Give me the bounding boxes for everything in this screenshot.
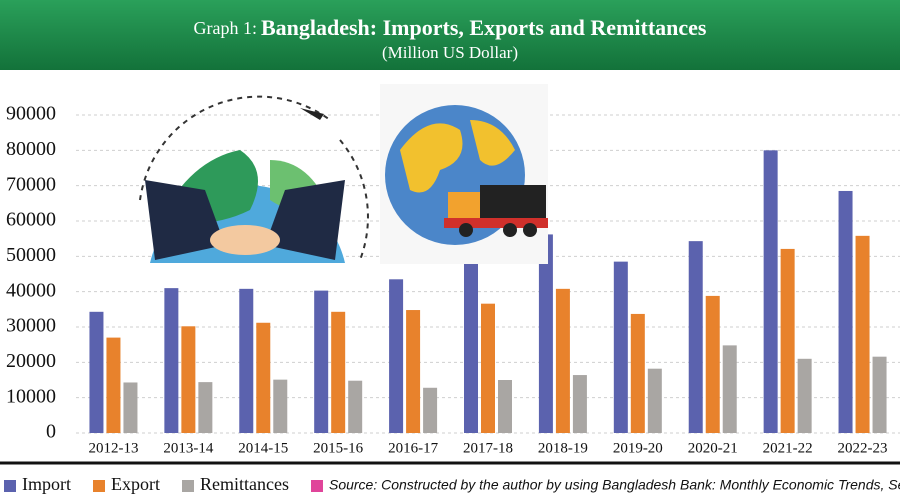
- x-tick-label: 2017-18: [463, 440, 513, 456]
- legend-label: Remittances: [200, 474, 289, 494]
- x-tick-label: 2012-13: [88, 440, 138, 456]
- bar: [705, 295, 720, 433]
- y-tick-label: 20000: [6, 350, 56, 372]
- y-tick-label: 0: [46, 421, 56, 443]
- x-tick-label: 2022-23: [838, 440, 888, 456]
- bar: [406, 310, 421, 433]
- x-tick-label: 2020-21: [688, 440, 738, 456]
- plot-area: 0 10000 20000 30000 40000 50000 60000 70000 8000…: [6, 103, 900, 456]
- bar: [389, 279, 404, 433]
- y-tick-label: 40000: [6, 279, 56, 301]
- x-tick-label: 2015-16: [313, 440, 363, 456]
- title-label: Graph 1:: [193, 18, 256, 38]
- bar: [780, 248, 795, 433]
- y-tick-label: 90000: [6, 103, 56, 125]
- chart-subtitle: (Million US Dollar): [382, 43, 518, 62]
- title-text: Bangladesh: Imports, Exports and Remitta…: [261, 15, 707, 40]
- x-tick-label: 2016-17: [388, 440, 438, 456]
- bar: [872, 356, 887, 433]
- legend-swatch: [182, 480, 194, 492]
- legend-swatch: [4, 480, 16, 492]
- bar: [481, 303, 495, 433]
- bar: [423, 387, 438, 433]
- source-note: Source: Constructed by the author by usi…: [329, 477, 900, 493]
- bar: [538, 234, 553, 433]
- illustration-globe-truck: [380, 84, 548, 264]
- x-tick-label: 2018-19: [538, 440, 588, 456]
- bar: [198, 382, 213, 433]
- bar: [331, 311, 346, 433]
- bar: [181, 326, 196, 433]
- bar: [763, 150, 778, 434]
- bar: [630, 313, 645, 433]
- bar: [722, 345, 737, 433]
- bar: [797, 358, 812, 433]
- bar: [106, 337, 121, 433]
- legend-swatch: [93, 480, 105, 492]
- illustration-globe-handshake: [139, 95, 369, 263]
- header-band: [0, 0, 900, 70]
- legend: Import Export Remittances Source: Construct…: [4, 474, 900, 494]
- y-tick-label: 30000: [6, 315, 56, 337]
- bar: [239, 288, 254, 433]
- bar: [572, 375, 587, 433]
- bar: [855, 235, 870, 433]
- y-tick-label: 10000: [6, 385, 56, 407]
- chart-title: Graph 1: Bangladesh: Imports, Exports an…: [193, 15, 706, 40]
- x-tick-label: 2014-15: [238, 440, 288, 456]
- source-swatch: [310, 480, 323, 492]
- y-tick-label: 70000: [6, 173, 56, 195]
- x-tick-label: 2019-20: [613, 440, 663, 456]
- legend-label: Import: [22, 474, 71, 494]
- y-tick-label: 60000: [6, 209, 56, 231]
- bar: [123, 382, 138, 433]
- bar: [348, 380, 363, 433]
- y-tick-label: 80000: [6, 138, 56, 160]
- bar: [688, 241, 703, 433]
- bar: [273, 379, 288, 433]
- bar: [164, 288, 179, 433]
- y-tick-label: 50000: [6, 244, 56, 266]
- bar: [464, 245, 478, 433]
- bar: [314, 290, 329, 433]
- bar: [613, 261, 628, 433]
- x-tick-label: 2021-22: [763, 440, 813, 456]
- x-tick-label: 2013-14: [163, 440, 213, 456]
- bar: [498, 380, 512, 433]
- bar: [555, 288, 570, 433]
- legend-label: Export: [111, 474, 160, 494]
- bar: [647, 368, 662, 433]
- bar: [256, 322, 271, 433]
- bar: [838, 190, 853, 433]
- bar: [89, 311, 104, 433]
